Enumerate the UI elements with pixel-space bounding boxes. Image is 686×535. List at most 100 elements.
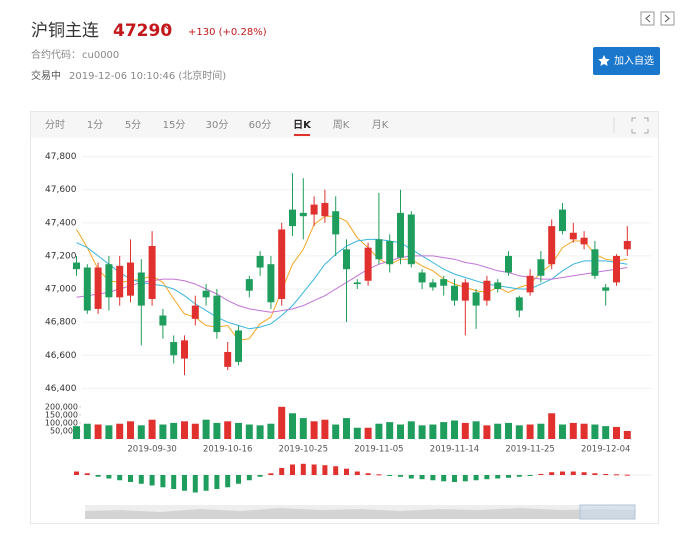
- tab-underline: [294, 134, 310, 136]
- tab[interactable]: 15分: [163, 119, 186, 131]
- tab[interactable]: 日K: [293, 119, 312, 131]
- prev-icon: [645, 14, 651, 23]
- volume-bar: [321, 419, 329, 439]
- candle-body: [591, 249, 599, 276]
- volume-bar: [299, 418, 307, 439]
- macd-bar: [300, 463, 306, 475]
- volume-bar: [73, 426, 80, 439]
- volume-bar: [397, 424, 404, 439]
- macd-bar: [214, 475, 220, 489]
- macd-bar: [408, 475, 414, 479]
- y-tick-label: 46,800: [45, 318, 77, 328]
- candle-body: [602, 287, 610, 291]
- volume-bar: [202, 419, 210, 439]
- candle-body: [472, 292, 480, 306]
- navigator-window[interactable]: [579, 504, 636, 520]
- y-tick-label: 47,000: [45, 285, 77, 295]
- volume-bar: [235, 422, 242, 439]
- volume-bar: [343, 418, 350, 439]
- tab[interactable]: 5分: [125, 119, 141, 131]
- volume-bar: [451, 420, 458, 439]
- candle-body: [440, 279, 448, 286]
- volume-bar: [375, 423, 383, 439]
- tab-bar: [31, 112, 658, 138]
- candle-body: [494, 282, 502, 290]
- x-tick-label: 2019-11-14: [430, 445, 479, 455]
- volume-bar: [245, 424, 253, 439]
- macd-bar: [484, 475, 490, 480]
- candle-body: [559, 209, 566, 232]
- candle-body: [580, 237, 588, 245]
- watchlist-label: 加入自选: [614, 54, 654, 67]
- tab[interactable]: 周K: [333, 119, 350, 131]
- volume-bar: [267, 423, 275, 439]
- volume-bar: [332, 424, 340, 439]
- macd-bar: [419, 475, 425, 480]
- candle-body: [364, 247, 372, 281]
- candle-body: [429, 282, 437, 288]
- volume-bar: [537, 423, 545, 439]
- tab[interactable]: 60分: [249, 119, 272, 131]
- macd-bar: [462, 475, 468, 482]
- macd-bar: [430, 475, 436, 481]
- candle-body: [353, 282, 361, 285]
- macd-bar: [614, 474, 619, 476]
- macd-bar: [603, 473, 609, 475]
- volume-bar: [256, 425, 264, 439]
- last-price: 47290: [113, 21, 172, 41]
- macd-bar: [538, 473, 544, 475]
- volume-bar: [116, 423, 124, 439]
- candle-body: [418, 272, 426, 283]
- candle-body: [73, 262, 80, 270]
- next-button[interactable]: [660, 11, 675, 26]
- macd-bar: [203, 475, 209, 491]
- candle-body: [397, 212, 404, 258]
- candle-body: [613, 255, 620, 283]
- moving-average: [76, 238, 628, 330]
- candle-body: [321, 202, 329, 217]
- x-tick-label: 2019-09-30: [127, 445, 176, 455]
- candle-body: [623, 241, 631, 250]
- tab[interactable]: 月K: [372, 119, 389, 131]
- instrument-name: 沪铜主连: [31, 21, 99, 41]
- watchlist-button[interactable]: [593, 47, 660, 75]
- time: 2019-12-06 10:10:46 (北京时间): [69, 69, 226, 82]
- macd-bar: [344, 468, 349, 475]
- candle-body: [127, 262, 134, 296]
- candle-body: [94, 267, 102, 309]
- x-tick-label: 2019-11-25: [505, 445, 554, 455]
- tab[interactable]: 分时: [45, 119, 65, 131]
- candle-body: [526, 275, 534, 293]
- macd-bar: [74, 471, 79, 475]
- macd-bar: [257, 475, 263, 477]
- candle-body: [386, 241, 394, 265]
- macd-bar: [138, 475, 144, 484]
- candle-body: [191, 305, 199, 319]
- volume-bar: [213, 422, 221, 439]
- macd-bar: [171, 475, 177, 489]
- macd-bar: [549, 472, 555, 475]
- candle-body: [159, 315, 167, 326]
- candle-body: [137, 272, 145, 306]
- volume-bar: [494, 423, 502, 439]
- macd-bar: [246, 475, 252, 481]
- volume-bar: [364, 427, 372, 439]
- tab[interactable]: 30分: [206, 119, 229, 131]
- y-tick-label: 47,200: [45, 251, 77, 261]
- macd-bar: [182, 475, 187, 491]
- macd-bar: [268, 473, 274, 475]
- x-tick-label: 2019-10-25: [279, 445, 328, 455]
- prev-button[interactable]: [640, 11, 655, 26]
- tab[interactable]: 1分: [87, 119, 103, 131]
- candle-body: [515, 297, 523, 311]
- volume-bar: [548, 413, 556, 439]
- volume-bar: [613, 426, 620, 439]
- star-icon: [598, 55, 610, 66]
- fullscreen-icon[interactable]: [631, 117, 649, 134]
- macd-bar: [117, 475, 123, 481]
- volume-bar: [440, 422, 448, 439]
- volume-bar: [515, 425, 523, 439]
- volume-bar: [353, 427, 361, 439]
- macd-bar: [106, 475, 112, 479]
- volume-bar: [170, 422, 178, 439]
